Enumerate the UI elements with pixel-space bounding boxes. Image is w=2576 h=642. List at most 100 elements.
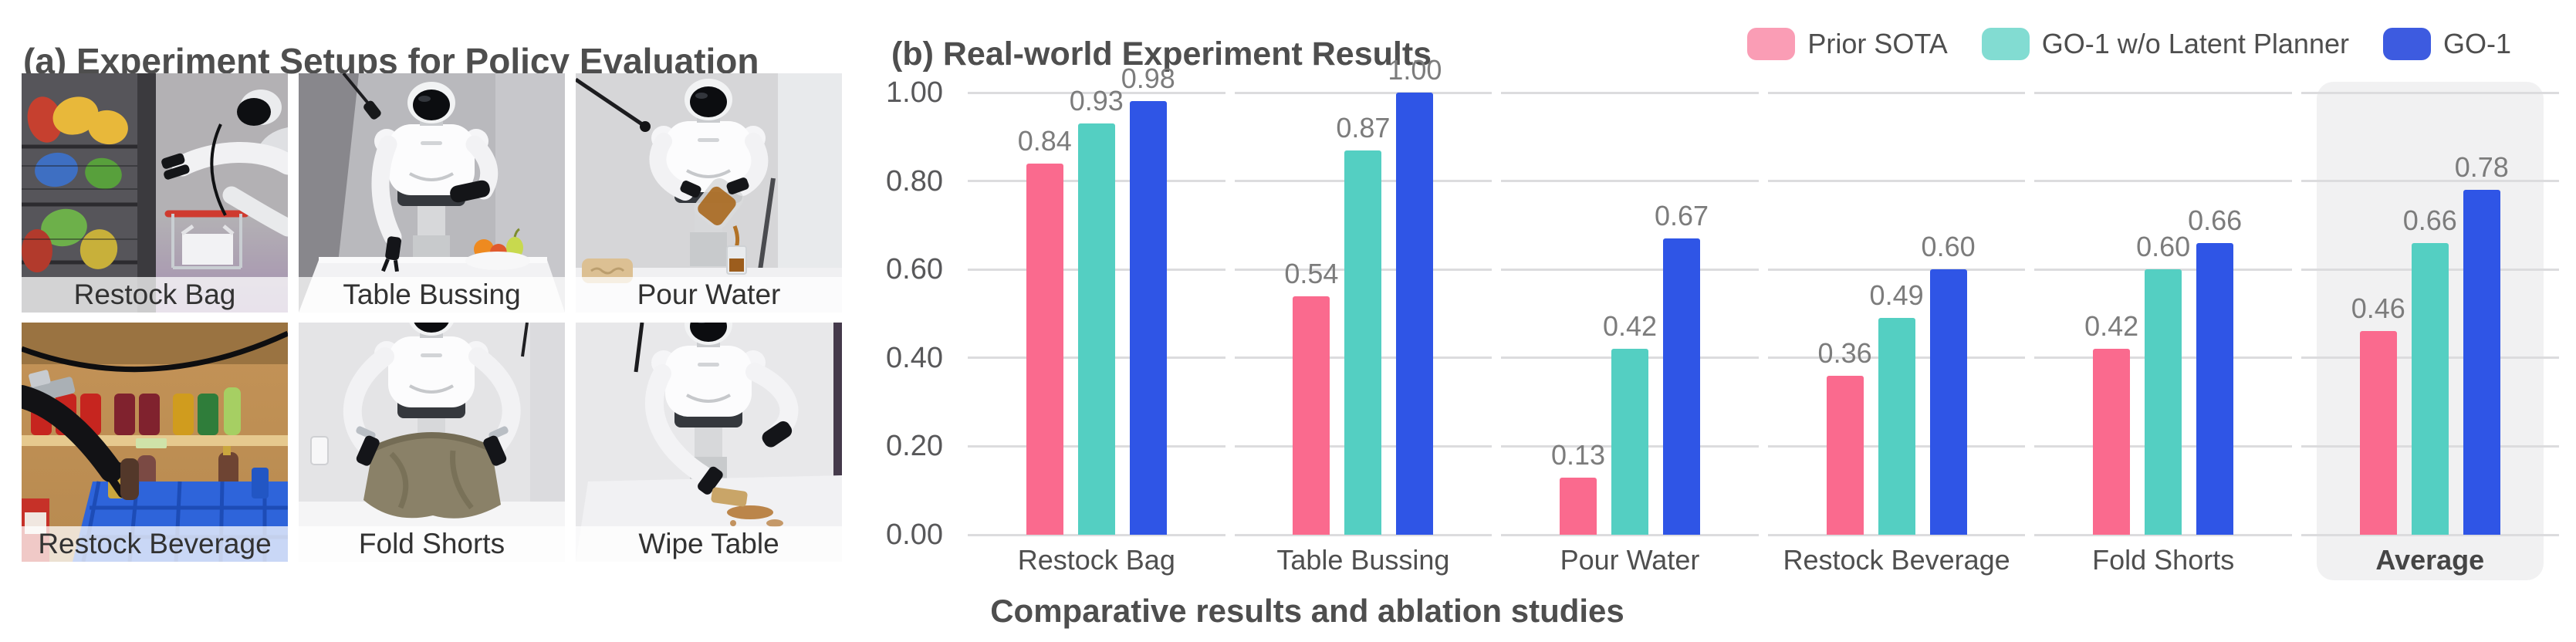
category-group-average: 0.46 0.66 0.78 Average [2297,91,2564,576]
bar-value-label: 0.49 [1869,279,1924,312]
bar-go-1-w-o-latent-planner-table-bussing [1344,150,1382,535]
photo-label-table-bussing: Table Bussing [299,277,565,313]
photo-label-restock-beverage: Restock Beverage [22,526,288,562]
bar-go-1-w-o-latent-planner-fold-shorts [2145,269,2182,535]
bar-value-label: 0.66 [2402,204,2457,236]
gridline [1234,91,1493,94]
bar-value-label: 0.67 [1654,200,1709,232]
bar-prior-sota-table-bussing [1293,296,1330,535]
gridline [1501,533,1759,536]
x-tick-label-table-bussing: Table Bussing [1276,544,1450,576]
bar-go-1-restock-beverage [1929,269,1967,535]
x-tick-label-pour-water: Pour Water [1560,544,1700,576]
bar-go-1-w-o-latent-planner-restock-bag [1077,123,1115,535]
bar-go-1-fold-shorts [2196,242,2234,535]
y-tick-label-0-00: 0.00 [886,519,943,551]
x-tick-label-restock-bag: Restock Bag [1017,544,1175,576]
gridline [2034,91,2292,94]
gridline [968,91,1225,94]
bar-prior-sota-average [2359,331,2397,535]
gridline [2034,533,2292,536]
bar-go-1-average [2463,190,2500,535]
category-group-restock-bag: 0.84 0.93 0.98 Restock Bag [963,63,1230,576]
y-axis: 0.00 0.20 0.40 0.60 0.80 1.00 [812,76,943,551]
pour-water-illustration [576,73,842,313]
legend-swatch-go-1-w-o-latent-planner [1981,28,2030,60]
category-group-pour-water: 0.13 0.42 0.67 Pour Water [1496,91,1763,576]
y-tick-label-0-20: 0.20 [886,430,943,463]
chart-caption: Comparative results and ablation studies [990,593,1624,629]
photo-fold-shorts: Fold Shorts [299,323,565,562]
category-group-fold-shorts: 0.42 0.60 0.66 Fold Shorts [2030,91,2297,576]
gridline [1767,268,2026,271]
y-tick-label-0-80: 0.80 [886,164,943,198]
restock-bag-illustration [22,73,288,313]
x-tick-label-fold-shorts: Fold Shorts [2092,544,2235,576]
legend-label-go-1: GO-1 [2442,28,2511,59]
legend-swatch-go-1 [2382,28,2431,60]
legend-label-go-1-w-o-latent-planner: GO-1 w/o Latent Planner [2041,28,2349,59]
bar-go-1-w-o-latent-planner-pour-water [1611,349,1648,535]
legend-item-go-1-w-o-latent-planner: GO-1 w/o Latent Planner [1981,28,2349,60]
bar-value-label: 0.87 [1336,111,1391,144]
bar-value-label: 0.78 [2454,151,2509,184]
bar-chart-plot: 0.84 0.93 0.98 Restock Bag 0.54 0.87 1.00 Table… [963,54,2564,576]
legend-item-go-1: GO-1 [2382,28,2511,60]
bar-value-label: 0.60 [1921,231,1976,263]
bar-value-label: 0.98 [1121,63,1175,95]
bar-go-1-table-bussing [1396,93,1434,535]
bar-value-label: 0.13 [1550,438,1606,471]
bar-go-1-pour-water [1662,238,1700,535]
restock-beverage-illustration [22,323,288,562]
bar-prior-sota-restock-beverage [1826,375,1864,535]
photo-label-restock-bag: Restock Bag [22,277,288,313]
gridline [2034,180,2292,183]
gridline [1767,180,2026,183]
photo-pour-water: Pour Water [576,73,842,313]
bar-prior-sota-fold-shorts [2093,349,2131,535]
panel-b-title: (b) Real-world Experiment Results [891,35,1432,73]
gridline [1501,180,1759,183]
bar-go-1-w-o-latent-planner-restock-beverage [1878,318,1915,535]
bar-value-label: 0.84 [1017,124,1072,157]
gridline [1501,91,1759,94]
bar-value-label: 0.54 [1284,257,1339,289]
category-group-table-bussing: 0.54 0.87 1.00 Table Bussing [1230,54,1497,576]
bar-value-label: 0.42 [2084,310,2139,343]
bar-value-label: 0.93 [1069,85,1124,117]
photo-grid: Restock Bag [22,73,842,562]
bar-go-1-w-o-latent-planner-average [2411,242,2449,535]
y-tick-label-0-60: 0.60 [886,253,943,286]
photo-restock-bag: Restock Bag [22,73,288,313]
gridline [1767,533,2026,536]
legend-label-prior-sota: Prior SOTA [1807,28,1948,59]
gridline [1501,268,1759,271]
chart-legend: Prior SOTA GO-1 w/o Latent Planner GO-1 [1747,28,2511,60]
x-tick-label-average: Average [2375,544,2485,576]
photo-label-wipe-table: Wipe Table [576,526,842,562]
x-tick-label-restock-beverage: Restock Beverage [1783,544,2010,576]
category-group-restock-beverage: 0.36 0.49 0.60 Restock Beverage [1763,91,2030,576]
gridline [968,533,1225,536]
gridline [2301,91,2559,94]
bar-go-1-restock-bag [1129,101,1167,535]
photo-wipe-table: Wipe Table [576,323,842,562]
photo-restock-beverage: Restock Beverage [22,323,288,562]
y-tick-label-0-40: 0.40 [886,341,943,374]
gridline [2301,533,2559,536]
y-tick-label-1-00: 1.00 [886,76,943,109]
photo-label-pour-water: Pour Water [576,277,842,313]
bar-prior-sota-restock-bag [1026,163,1063,535]
legend-item-prior-sota: Prior SOTA [1747,28,1948,60]
bar-value-label: 1.00 [1388,54,1442,86]
bar-value-label: 0.42 [1602,310,1658,343]
legend-swatch-prior-sota [1747,28,1796,60]
bar-prior-sota-pour-water [1559,477,1597,535]
gridline [1234,533,1493,536]
gridline [1767,91,2026,94]
bar-value-label: 0.46 [2351,292,2405,325]
photo-table-bussing: Table Bussing [299,73,565,313]
gridline [2301,180,2559,183]
bar-value-label: 0.36 [1817,336,1872,369]
